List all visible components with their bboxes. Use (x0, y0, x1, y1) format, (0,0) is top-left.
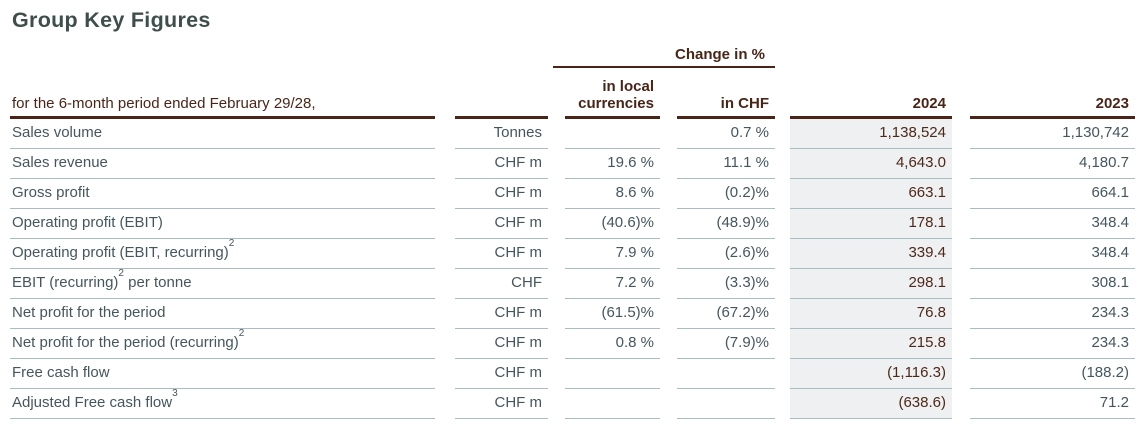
table-row-operating-profit-ebit: Operating profit (EBIT) CHF m (40.6)% (4… (10, 209, 1140, 239)
table-row-adjusted-free-cash-flow: Adjusted Free cash flow3 CHF m (638.6) 7… (10, 389, 1140, 419)
table-row-sales-volume: Sales volume Tonnes 0.7 % 1,138,524 1,13… (10, 119, 1140, 149)
value-2023-cell: 4,180.7 (970, 149, 1135, 179)
value-2023-cell: 234.3 (970, 329, 1135, 359)
footnote-marker: 2 (118, 269, 124, 279)
row-label: Sales revenue (10, 149, 435, 179)
column-header-row: for the 6-month period ended February 29… (10, 68, 1140, 119)
change-chf-cell: (3.3)% (677, 269, 775, 299)
unit-cell: Tonnes (455, 119, 548, 149)
group-header-row: Change in % (10, 33, 1140, 68)
change-local-cell: (61.5)% (565, 299, 660, 329)
change-local-cell: (40.6)% (565, 209, 660, 239)
value-2023-cell: (188.2) (970, 359, 1135, 389)
value-2024-cell: 339.4 (790, 239, 952, 269)
col-header-in-chf: in CHF (677, 68, 775, 119)
value-2024-cell: 215.8 (790, 329, 952, 359)
unit-cell: CHF m (455, 149, 548, 179)
table-row-gross-profit: Gross profit CHF m 8.6 % (0.2)% 663.1 66… (10, 179, 1140, 209)
value-2024-cell: 1,138,524 (790, 119, 952, 149)
change-chf-cell: (0.2)% (677, 179, 775, 209)
col-header-local-currencies: in local currencies (565, 68, 660, 119)
table-row-operating-profit-ebit-recurring: Operating profit (EBIT, recurring)2 CHF … (10, 239, 1140, 269)
row-label: Operating profit (EBIT) (10, 209, 435, 239)
row-label: Net profit for the period (recurring)2 (10, 329, 435, 359)
unit-cell: CHF (455, 269, 548, 299)
value-2023-cell: 234.3 (970, 299, 1135, 329)
row-label: Net profit for the period (10, 299, 435, 329)
change-chf-cell (677, 359, 775, 389)
change-local-cell (565, 389, 660, 419)
value-2023-cell: 71.2 (970, 389, 1135, 419)
value-2024-cell: (1,116.3) (790, 359, 952, 389)
value-2024-cell: 4,643.0 (790, 149, 952, 179)
change-local-cell: 0.8 % (565, 329, 660, 359)
unit-cell: CHF m (455, 359, 548, 389)
change-local-cell: 7.9 % (565, 239, 660, 269)
col-header-2023: 2023 (970, 68, 1135, 119)
change-local-cell: 7.2 % (565, 269, 660, 299)
change-chf-cell: 0.7 % (677, 119, 775, 149)
value-2023-cell: 1,130,742 (970, 119, 1135, 149)
change-local-cell: 8.6 % (565, 179, 660, 209)
value-2023-cell: 664.1 (970, 179, 1135, 209)
table-row-sales-revenue: Sales revenue CHF m 19.6 % 11.1 % 4,643.… (10, 149, 1140, 179)
table-row-net-profit: Net profit for the period CHF m (61.5)% … (10, 299, 1140, 329)
table-row-net-profit-recurring: Net profit for the period (recurring)2 C… (10, 329, 1140, 359)
table-row-ebit-recurring-per-tonne: EBIT (recurring)2 per tonne CHF 7.2 % (3… (10, 269, 1140, 299)
change-chf-cell (677, 389, 775, 419)
value-2023-cell: 348.4 (970, 209, 1135, 239)
key-figures-table: Change in % for the 6-month period ended… (10, 33, 1140, 419)
unit-cell: CHF m (455, 329, 548, 359)
unit-cell: CHF m (455, 209, 548, 239)
footnote-marker: 2 (228, 239, 235, 249)
value-2023-cell: 308.1 (970, 269, 1135, 299)
page-title: Group Key Figures (12, 8, 211, 32)
value-2024-cell: 178.1 (790, 209, 952, 239)
footnote-marker: 3 (172, 389, 178, 399)
row-label: Sales volume (10, 119, 435, 149)
change-chf-cell: (7.9)% (677, 329, 775, 359)
unit-cell: CHF m (455, 239, 548, 269)
change-in-percent-header: Change in % (553, 33, 775, 68)
unit-cell: CHF m (455, 389, 548, 419)
change-local-cell: 19.6 % (565, 149, 660, 179)
row-label: Operating profit (EBIT, recurring)2 (10, 239, 435, 269)
change-local-cell (565, 119, 660, 149)
change-chf-cell: (48.9)% (677, 209, 775, 239)
table-row-free-cash-flow: Free cash flow CHF m (1,116.3) (188.2) (10, 359, 1140, 389)
group-header-spacer (10, 33, 548, 68)
value-2023-cell: 348.4 (970, 239, 1135, 269)
unit-column-header (455, 68, 548, 119)
change-local-cell (565, 359, 660, 389)
change-chf-cell: (2.6)% (677, 239, 775, 269)
col-header-2024: 2024 (790, 68, 952, 119)
value-2024-cell: 663.1 (790, 179, 952, 209)
change-chf-cell: (67.2)% (677, 299, 775, 329)
row-label: Gross profit (10, 179, 435, 209)
value-2024-cell: (638.6) (790, 389, 952, 419)
row-label: Free cash flow (10, 359, 435, 389)
value-2024-cell: 76.8 (790, 299, 952, 329)
footnote-marker: 2 (238, 329, 245, 339)
row-label: EBIT (recurring)2 per tonne (10, 269, 435, 299)
change-chf-cell: 11.1 % (677, 149, 775, 179)
unit-cell: CHF m (455, 299, 548, 329)
row-label: Adjusted Free cash flow3 (10, 389, 435, 419)
period-label: for the 6-month period ended February 29… (10, 68, 435, 119)
value-2024-cell: 298.1 (790, 269, 952, 299)
unit-cell: CHF m (455, 179, 548, 209)
